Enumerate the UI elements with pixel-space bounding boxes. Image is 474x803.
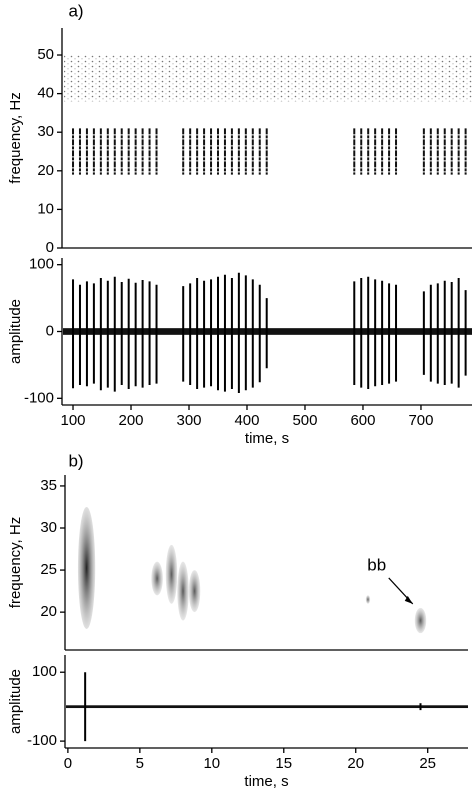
x-tick-label: 400 (234, 412, 259, 429)
x-tick-label: 500 (292, 412, 317, 429)
y-tick-label: 25 (40, 561, 57, 578)
y-tick-label: 35 (40, 477, 57, 494)
call-blob (165, 544, 178, 604)
call-blob (177, 561, 189, 621)
y-tick-label: 30 (37, 123, 54, 140)
x-tick-label: 300 (176, 412, 201, 429)
annotation: bb (367, 555, 386, 574)
y-tick-label: 100 (32, 663, 57, 680)
x-tick-label: 10 (203, 755, 220, 772)
call-blob (365, 595, 371, 604)
arrow-head (404, 595, 413, 604)
y-tick-label: -100 (27, 732, 57, 749)
y-tick-label: 30 (40, 519, 57, 536)
y-tick-label: -100 (24, 389, 54, 406)
x-tick-label: 5 (136, 755, 144, 772)
call-blob (188, 570, 201, 613)
x-tick-label: 25 (419, 755, 436, 772)
y-tick-label: 10 (37, 200, 54, 217)
y-axis-label: frequency, Hz (7, 92, 24, 183)
y-tick-label: 0 (46, 239, 54, 256)
panel-label: b) (68, 451, 83, 470)
panel-label: a) (68, 1, 83, 20)
y-tick-label: 100 (29, 256, 54, 273)
y-tick-label: 0 (46, 322, 54, 339)
x-axis-label: time, s (244, 773, 288, 790)
x-tick-label: 0 (64, 755, 72, 772)
y-axis-label: amplitude (7, 299, 24, 364)
call-blob (414, 607, 427, 634)
noise-trace (66, 705, 468, 709)
x-tick-label: 700 (408, 412, 433, 429)
x-tick-label: 600 (350, 412, 375, 429)
call-blob (151, 561, 163, 596)
y-tick-label: 50 (37, 46, 54, 63)
x-axis-label: time, s (245, 430, 289, 447)
y-tick-label: 20 (37, 162, 54, 179)
noise-band (64, 55, 472, 102)
y-tick-label: 20 (40, 603, 57, 620)
x-tick-label: 100 (61, 412, 86, 429)
y-axis-label: amplitude (7, 669, 24, 734)
x-tick-label: 20 (347, 755, 364, 772)
x-tick-label: 200 (118, 412, 143, 429)
x-tick-label: 15 (275, 755, 292, 772)
y-axis-label: frequency, Hz (7, 517, 24, 608)
call-blob (77, 506, 96, 629)
y-tick-label: 40 (37, 85, 54, 102)
